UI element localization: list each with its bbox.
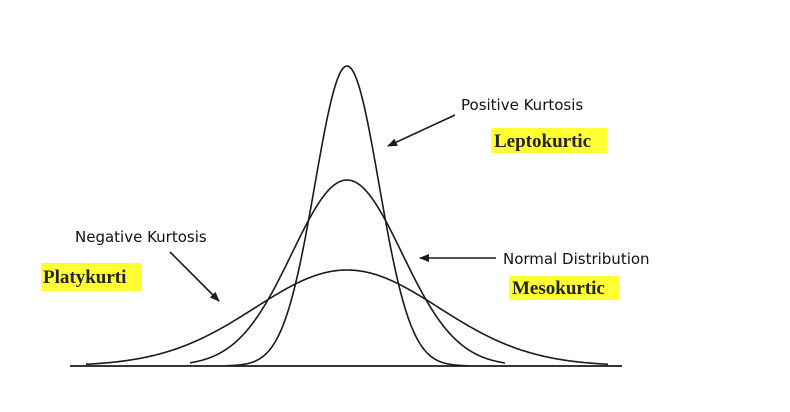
mesokurtic-highlight	[509, 276, 619, 300]
platykurti-label: Platykurti	[43, 267, 126, 288]
positive-kurtosis-label: Positive Kurtosis	[461, 96, 583, 114]
negative-kurtosis-arrow	[169, 251, 220, 302]
leptokurtic-label: Leptokurtic	[494, 131, 591, 152]
platykurti-highlight	[41, 263, 141, 291]
mesokurtic-label: Mesokurtic	[512, 278, 605, 299]
leptokurtic-highlight	[491, 128, 607, 153]
leptokurtic-curve	[225, 65, 469, 367]
negative-kurtosis-label: Negative Kurtosis	[75, 228, 207, 246]
mesokurtic-curve	[189, 179, 506, 364]
positive-kurtosis-arrow	[387, 114, 456, 147]
platykurtic-curve	[85, 269, 609, 366]
normal-distribution-label: Normal Distribution	[503, 250, 650, 268]
